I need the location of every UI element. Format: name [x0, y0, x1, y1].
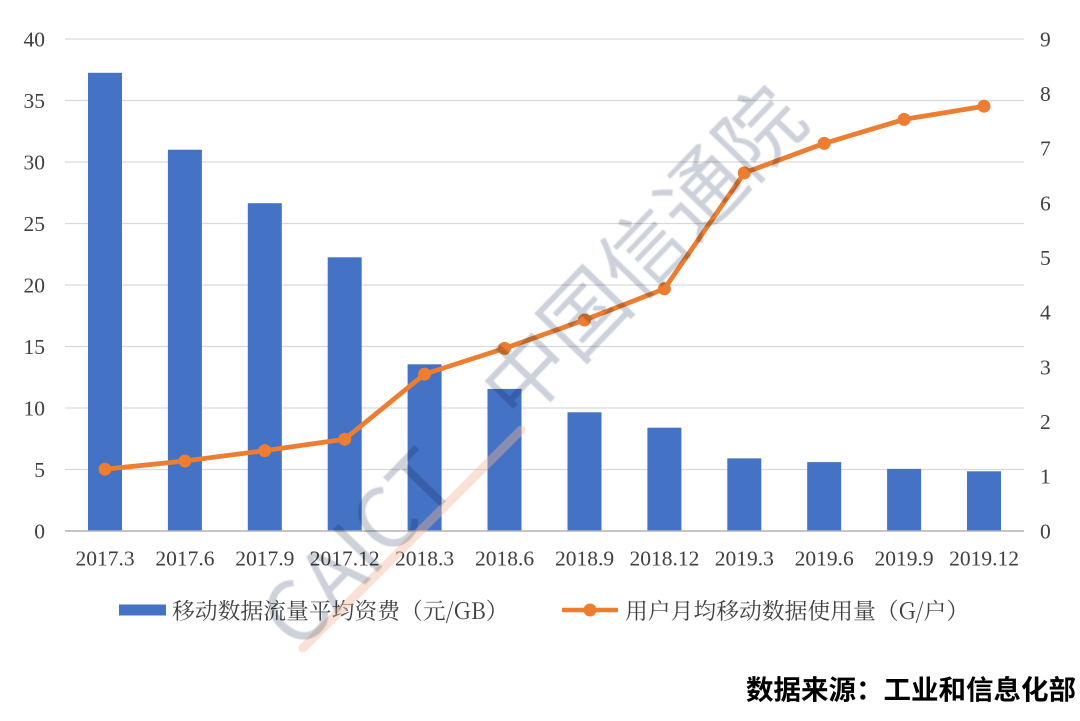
svg-text:20: 20 — [24, 273, 46, 297]
svg-text:2017.9: 2017.9 — [235, 547, 294, 571]
svg-text:6: 6 — [1040, 191, 1051, 215]
svg-text:2: 2 — [1040, 410, 1051, 434]
svg-text:2017.3: 2017.3 — [75, 547, 134, 571]
svg-text:10: 10 — [24, 396, 46, 420]
svg-text:2019.6: 2019.6 — [795, 547, 854, 571]
svg-text:4: 4 — [1040, 301, 1051, 325]
svg-text:5: 5 — [34, 458, 45, 482]
svg-text:40: 40 — [24, 27, 46, 51]
svg-text:30: 30 — [24, 150, 46, 174]
svg-text:2019.12: 2019.12 — [949, 547, 1019, 571]
svg-text:5: 5 — [1040, 246, 1051, 270]
svg-text:1: 1 — [1040, 465, 1051, 489]
svg-text:2017.6: 2017.6 — [155, 547, 214, 571]
svg-text:2018.9: 2018.9 — [555, 547, 614, 571]
svg-text:2018.6: 2018.6 — [475, 547, 534, 571]
svg-text:2019.3: 2019.3 — [715, 547, 774, 571]
svg-text:2018.12: 2018.12 — [629, 547, 699, 571]
svg-text:2019.9: 2019.9 — [875, 547, 934, 571]
svg-text:9: 9 — [1040, 27, 1051, 51]
svg-text:25: 25 — [24, 212, 46, 236]
svg-text:35: 35 — [24, 89, 46, 113]
svg-text:2018.3: 2018.3 — [395, 547, 454, 571]
svg-text:0: 0 — [1040, 519, 1051, 543]
svg-text:8: 8 — [1040, 82, 1051, 106]
svg-text:15: 15 — [24, 335, 46, 359]
svg-text:3: 3 — [1040, 355, 1051, 379]
svg-text:7: 7 — [1040, 137, 1051, 161]
svg-text:0: 0 — [34, 519, 45, 543]
